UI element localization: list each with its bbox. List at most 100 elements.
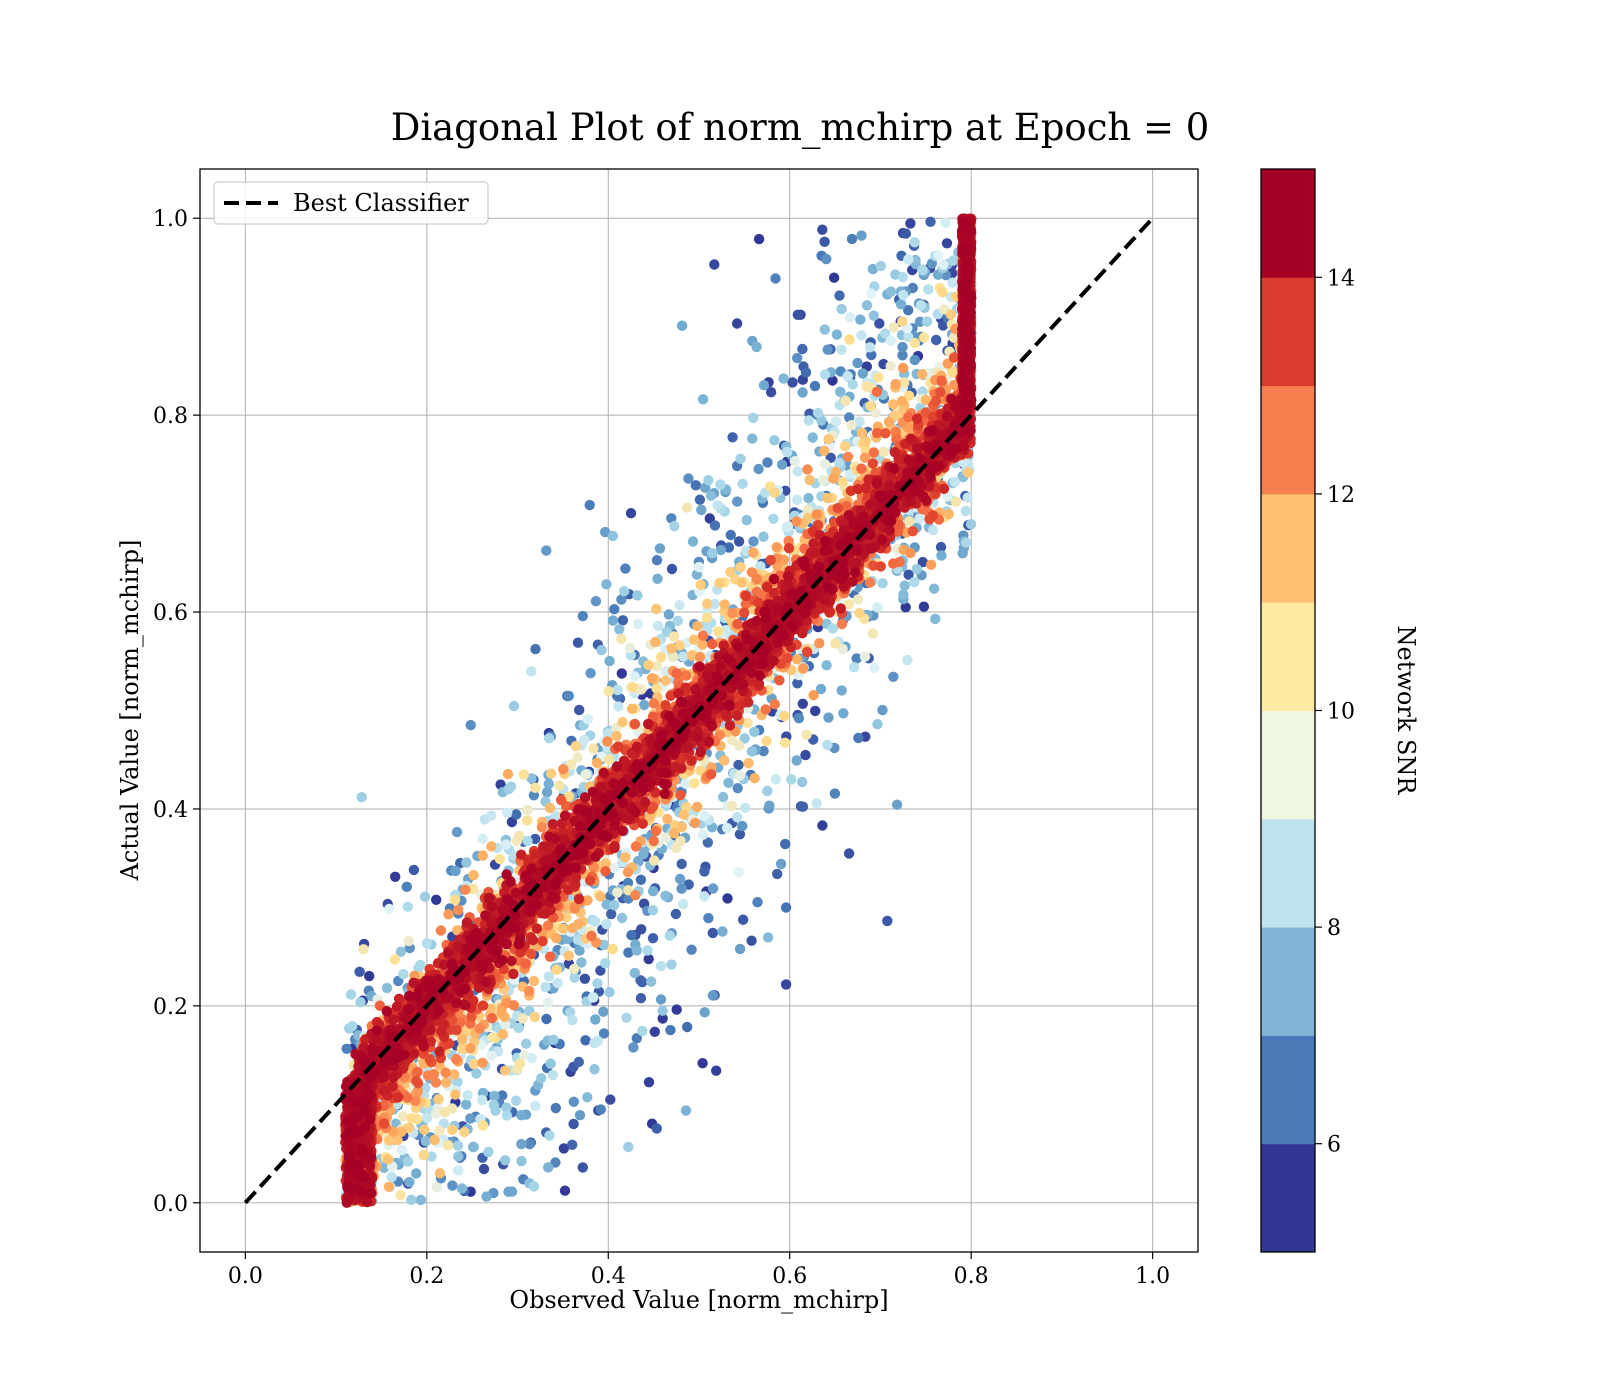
data-point: [666, 513, 677, 524]
data-point: [836, 618, 848, 630]
data-point: [526, 773, 537, 784]
data-point: [888, 399, 899, 410]
data-point: [697, 829, 708, 840]
data-point: [643, 659, 654, 671]
data-point: [547, 1069, 559, 1081]
data-point: [768, 513, 779, 524]
data-point: [649, 855, 660, 866]
data-point: [707, 638, 718, 650]
data-point: [358, 944, 369, 955]
data-point: [717, 791, 729, 803]
data-point: [960, 505, 971, 517]
data-point: [580, 769, 591, 780]
data-point: [650, 636, 661, 648]
data-point: [856, 230, 867, 241]
data-point: [688, 634, 700, 645]
data-point: [635, 993, 647, 1004]
data-point: [802, 504, 814, 516]
data-point: [651, 555, 663, 566]
data-point: [520, 958, 531, 969]
data-point: [903, 411, 914, 423]
data-point: [624, 642, 636, 654]
data-point: [792, 466, 803, 477]
data-point: [764, 800, 775, 811]
data-point: [965, 519, 977, 530]
data-point: [403, 935, 414, 947]
data-point: [616, 668, 627, 679]
data-point: [872, 427, 883, 439]
data-point: [911, 563, 922, 575]
data-point: [821, 660, 832, 671]
data-point: [854, 607, 865, 619]
data-point: [543, 778, 554, 790]
data-point: [451, 1054, 462, 1065]
data-point: [852, 594, 864, 605]
data-point: [530, 782, 541, 793]
data-point: [774, 675, 785, 686]
data-point: [714, 577, 725, 589]
data-point: [600, 858, 612, 869]
data-point: [866, 349, 877, 361]
data-point: [541, 545, 552, 556]
data-point: [747, 433, 758, 444]
data-point: [595, 891, 606, 902]
data-point: [925, 216, 936, 227]
data-point: [572, 752, 583, 763]
data-point: [936, 550, 947, 561]
data-point: [786, 774, 797, 785]
data-point: [384, 903, 395, 915]
data-point: [657, 1013, 668, 1024]
data-point: [617, 717, 628, 728]
data-point: [622, 867, 634, 878]
data-point: [811, 509, 822, 520]
data-point: [584, 499, 595, 511]
data-point: [807, 432, 818, 443]
data-point: [697, 394, 709, 405]
data-point: [792, 309, 803, 320]
data-point: [872, 602, 883, 613]
data-point: [676, 821, 688, 833]
data-point: [514, 1058, 526, 1069]
data-point: [421, 1112, 433, 1124]
data-point: [842, 371, 853, 382]
data-point: [839, 441, 851, 452]
data-point: [699, 866, 710, 877]
data-point: [451, 826, 463, 838]
data-point: [601, 579, 612, 590]
data-point: [585, 668, 596, 679]
data-point: [731, 811, 743, 823]
data-point: [418, 1149, 429, 1161]
data-point: [643, 953, 654, 965]
data-point: [611, 730, 622, 742]
data-point: [868, 310, 879, 321]
data-point: [823, 712, 834, 723]
data-point: [494, 853, 506, 865]
data-point: [558, 1143, 570, 1154]
data-point: [440, 1077, 452, 1088]
data-point: [751, 586, 763, 597]
data-point: [607, 530, 619, 542]
data-point: [655, 960, 667, 972]
data-point: [895, 299, 907, 310]
data-point: [497, 1029, 508, 1040]
data-point: [675, 835, 686, 847]
data-point: [691, 801, 703, 813]
data-point: [629, 671, 640, 682]
data-point: [855, 314, 866, 325]
data-point: [395, 946, 407, 957]
data-point: [489, 1090, 500, 1102]
data-point: [683, 473, 694, 484]
data-point: [522, 835, 533, 847]
data-point: [574, 704, 585, 716]
data-point: [646, 673, 658, 684]
data-point: [819, 445, 830, 456]
data-point: [748, 536, 759, 547]
data-point: [486, 1050, 497, 1062]
data-point: [602, 736, 613, 747]
data-point: [686, 650, 698, 661]
data-point: [567, 1014, 578, 1026]
data-point: [635, 684, 647, 695]
data-point: [686, 944, 697, 955]
data-point: [723, 542, 735, 553]
data-point: [637, 1025, 648, 1037]
